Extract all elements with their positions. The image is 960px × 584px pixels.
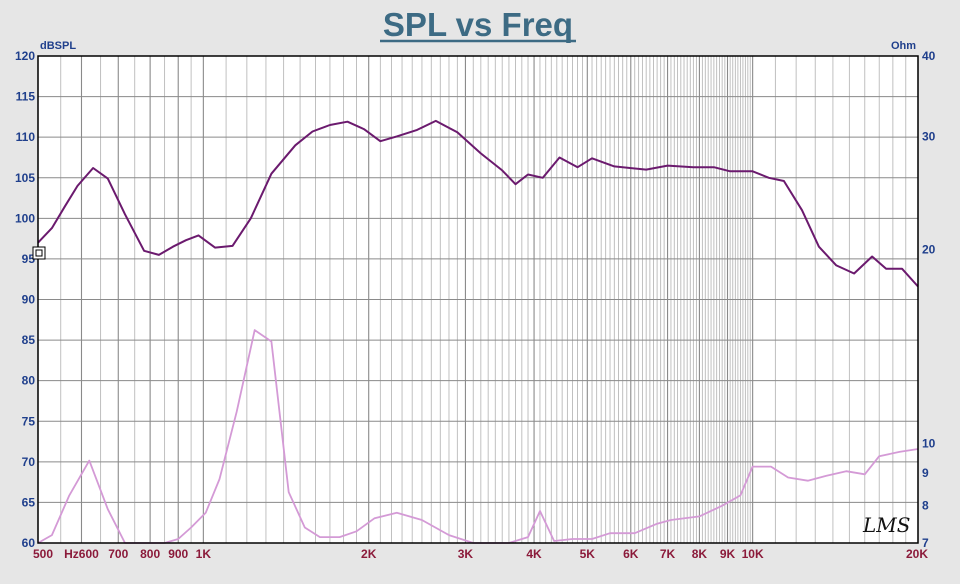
x-tick-label: 6K	[623, 547, 639, 561]
y-tick-label-right: 7	[922, 536, 929, 550]
x-tick-label: 800	[140, 547, 160, 561]
x-tick-label: 5K	[580, 547, 596, 561]
y-tick-label-left: 95	[22, 252, 36, 266]
x-tick-label: Hz600	[64, 547, 99, 561]
x-tick-label: 9K	[720, 547, 736, 561]
y-tick-label-right: 9	[922, 466, 929, 480]
y-tick-label-left: 100	[15, 211, 35, 225]
x-tick-label: 7K	[660, 547, 676, 561]
x-tick-label: 500	[33, 547, 53, 561]
y-tick-label-left: 80	[22, 374, 36, 388]
y-tick-label-left: 75	[22, 414, 36, 428]
series	[37, 119, 919, 544]
y-tick-label-left: 85	[22, 333, 36, 347]
y-tick-label-right: 40	[922, 49, 936, 63]
y-tick-label-left: 65	[22, 495, 36, 509]
y-tick-label-left: 90	[22, 293, 36, 307]
x-tick-label: 900	[168, 547, 188, 561]
x-tick-label: 1K	[196, 547, 212, 561]
axes: 60 65 70 75 80 85 90 95 100 105 110 115 120 7 8 9 10 20 30…	[15, 49, 936, 561]
y-tick-label-left: 60	[22, 536, 36, 550]
x-tick-label: 3K	[458, 547, 474, 561]
y-tick-label-right: 10	[922, 436, 936, 450]
y-tick-label-left: 115	[16, 90, 36, 104]
x-tick-label: 2K	[361, 547, 377, 561]
x-tick-label: 700	[108, 547, 128, 561]
y-tick-label-left: 105	[15, 171, 35, 185]
spl-series-line	[37, 119, 919, 288]
right-axis-unit: Ohm	[891, 40, 916, 52]
x-tick-label: 4K	[526, 547, 542, 561]
y-tick-label-left: 110	[16, 130, 36, 144]
plot-frame	[37, 55, 919, 544]
x-tick-label: 8K	[692, 547, 708, 561]
marker-icon[interactable]	[32, 246, 46, 260]
grid	[37, 55, 919, 544]
chart-title: SPL vs Freq	[383, 6, 573, 43]
x-tick-label: 20K	[906, 547, 928, 561]
left-axis-unit: dBSPL	[40, 40, 76, 52]
y-tick-label-right: 30	[922, 129, 936, 143]
y-tick-label-left: 70	[22, 455, 36, 469]
lms-logo: LMS	[862, 513, 910, 537]
y-tick-label-right: 20	[922, 243, 936, 257]
y-tick-label-left: 120	[15, 49, 35, 63]
x-tick-label: 10K	[742, 547, 764, 561]
y-tick-label-right: 8	[922, 499, 929, 513]
impedance-series-line	[37, 329, 919, 544]
